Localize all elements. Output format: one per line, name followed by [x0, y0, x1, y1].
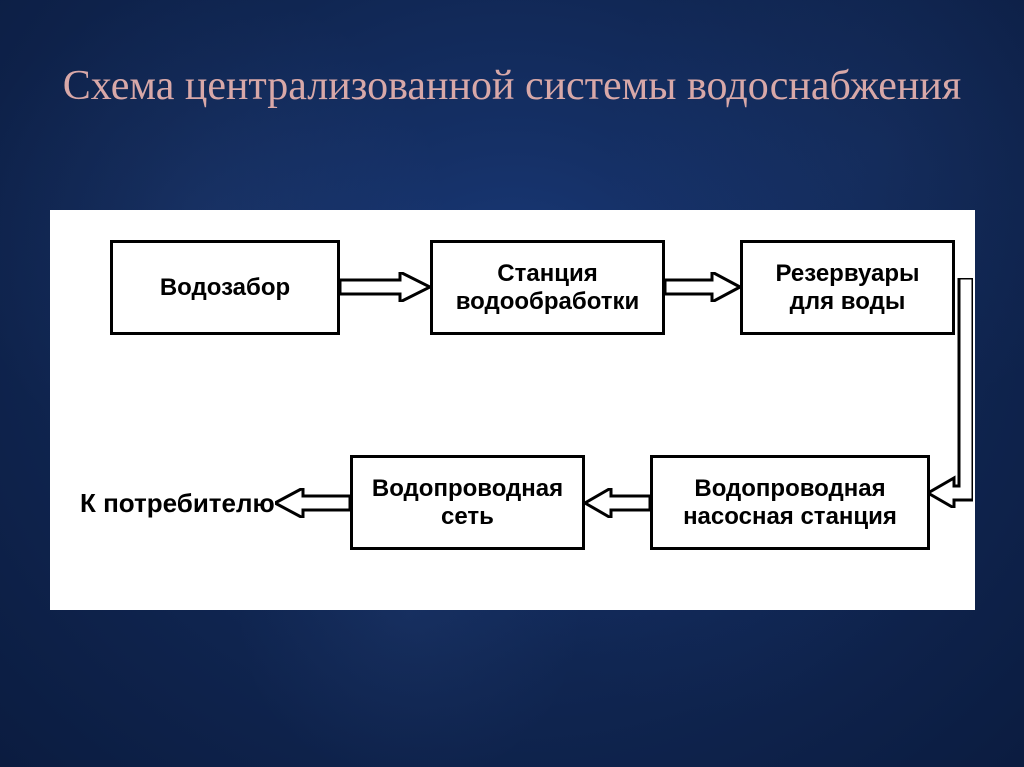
arrow-left-icon — [585, 488, 650, 518]
arrow-right-icon — [665, 272, 740, 302]
node-label: Водозабор — [160, 274, 290, 302]
node-water-intake: Водозабор — [110, 240, 340, 335]
arrow-elbow-down-left-icon — [928, 278, 973, 508]
flowchart-diagram: Водозабор Станцияводообработки Резервуар… — [50, 210, 975, 610]
node-label: Водопроводнаясеть — [372, 475, 563, 530]
slide-title: Схема централизованной системы водоснабж… — [0, 60, 1024, 113]
arrow-left-icon — [275, 488, 350, 518]
node-pump-station: Водопроводнаянасосная станция — [650, 455, 930, 550]
node-label: Водопроводнаянасосная станция — [683, 475, 897, 530]
node-consumer: К потребителю — [80, 488, 275, 519]
node-label: К потребителю — [80, 488, 275, 518]
node-treatment-station: Станцияводообработки — [430, 240, 665, 335]
node-label: Резервуарыдля воды — [775, 260, 919, 315]
slide: Схема централизованной системы водоснабж… — [0, 0, 1024, 767]
node-reservoirs: Резервуарыдля воды — [740, 240, 955, 335]
node-label: Станцияводообработки — [456, 260, 640, 315]
arrow-right-icon — [340, 272, 430, 302]
node-water-network: Водопроводнаясеть — [350, 455, 585, 550]
